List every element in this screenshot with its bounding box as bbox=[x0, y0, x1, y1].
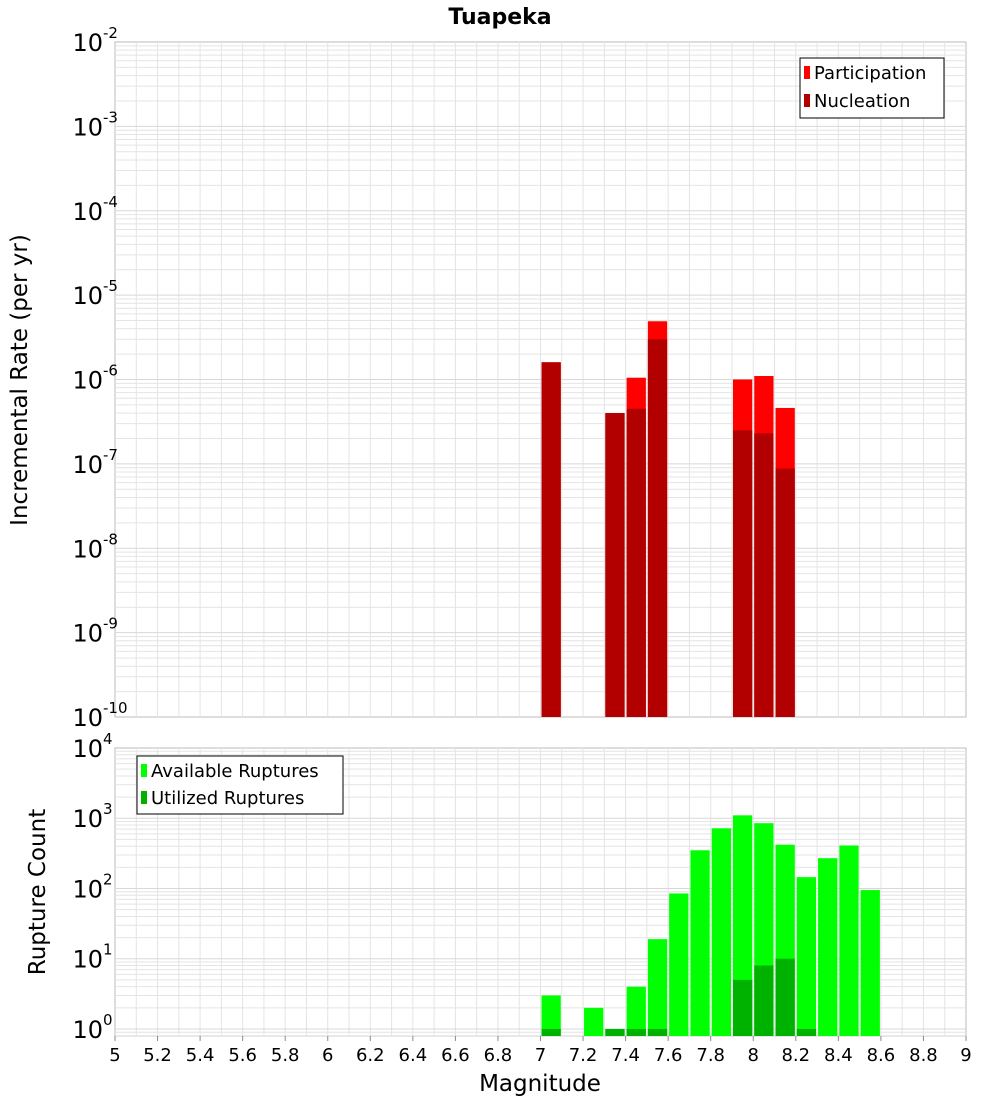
chart-title: Tuapeka bbox=[448, 5, 551, 30]
count-bar-available-ruptures bbox=[584, 1007, 604, 1036]
rate-bar-nucleation bbox=[732, 430, 753, 717]
x-tick-label: 6.6 bbox=[441, 1045, 470, 1066]
count-bar-utilized-ruptures bbox=[732, 979, 753, 1036]
x-tick-label: 6.2 bbox=[356, 1045, 385, 1066]
count-bar-available-ruptures bbox=[818, 858, 838, 1036]
count-bar-available-ruptures bbox=[690, 850, 710, 1036]
count-y-tick-label: 10 bbox=[72, 805, 103, 833]
legend-swatch-nucleation bbox=[804, 94, 810, 107]
rate-y-tick-exponent: -4 bbox=[103, 193, 118, 211]
count-y-tick-exponent: 1 bbox=[103, 941, 113, 959]
x-tick-label: 8.6 bbox=[867, 1045, 896, 1066]
count-bar-utilized-ruptures bbox=[647, 1028, 668, 1036]
legend-label-available: Available Ruptures bbox=[151, 761, 319, 782]
legend-swatch-available bbox=[141, 764, 147, 777]
count-bar-utilized-ruptures bbox=[626, 1028, 646, 1036]
count-bar-utilized-ruptures bbox=[541, 1028, 561, 1036]
count-y-tick-label: 10 bbox=[72, 875, 103, 903]
count-bar-available-ruptures bbox=[626, 986, 646, 1036]
rate-y-tick-exponent: -6 bbox=[103, 362, 118, 380]
count-bar-utilized-ruptures bbox=[775, 958, 795, 1036]
rate-y-tick-label: 10 bbox=[72, 535, 103, 563]
rate-y-tick-label: 10 bbox=[72, 704, 103, 732]
x-tick-label: 7.6 bbox=[654, 1045, 683, 1066]
x-tick-label: 7.8 bbox=[696, 1045, 725, 1066]
count-bar-available-ruptures bbox=[647, 939, 668, 1036]
count-y-tick-exponent: 2 bbox=[103, 870, 113, 888]
count-y-axis-label: Rupture Count bbox=[25, 809, 51, 975]
rate-bars bbox=[541, 321, 795, 717]
legend-label-nucleation: Nucleation bbox=[814, 91, 910, 112]
rate-bar-nucleation bbox=[647, 339, 668, 717]
x-tick-label: 6.4 bbox=[399, 1045, 428, 1066]
x-tick-label: 5 bbox=[109, 1045, 120, 1066]
count-y-tick-exponent: 4 bbox=[103, 730, 113, 748]
magnitude-x-ticks: 5 5.2 5.4 5.6 5.8 6 6.2 6.4 6.6 6.8 7 7.2 7.4 7.6 7.8 8… bbox=[109, 1036, 972, 1066]
legend-swatch-participation bbox=[804, 66, 810, 79]
count-bar-utilized-ruptures bbox=[754, 965, 774, 1036]
rate-y-tick-exponent: -2 bbox=[103, 24, 118, 42]
x-tick-label: 8.4 bbox=[824, 1045, 853, 1066]
count-legend: Available Ruptures Utilized Ruptures bbox=[136, 755, 344, 815]
rate-bar-nucleation bbox=[775, 468, 795, 717]
rate-bar-nucleation bbox=[605, 413, 625, 717]
rate-y-tick-exponent: -10 bbox=[103, 699, 128, 717]
rate-bar-nucleation bbox=[626, 408, 646, 717]
x-axis-label: Magnitude bbox=[479, 1071, 601, 1097]
x-tick-label: 7 bbox=[535, 1045, 546, 1066]
count-bar-utilized-ruptures bbox=[796, 1028, 817, 1036]
rate-y-tick-label: 10 bbox=[72, 451, 103, 479]
legend-label-participation: Participation bbox=[814, 63, 926, 84]
count-bar-available-ruptures bbox=[860, 890, 880, 1036]
count-bar-available-ruptures bbox=[796, 877, 817, 1036]
legend-label-utilized: Utilized Ruptures bbox=[151, 788, 304, 809]
rate-y-tick-label: 10 bbox=[72, 620, 103, 648]
count-y-tick-exponent: 3 bbox=[103, 800, 113, 818]
rate-y-tick-label: 10 bbox=[72, 29, 103, 57]
count-y-tick-label: 10 bbox=[72, 946, 103, 974]
count-bar-utilized-ruptures bbox=[605, 1028, 625, 1036]
rate-y-tick-label: 10 bbox=[72, 198, 103, 226]
x-tick-label: 9 bbox=[960, 1045, 971, 1066]
rate-y-tick-exponent: -3 bbox=[103, 108, 118, 126]
x-tick-label: 5.8 bbox=[271, 1045, 300, 1066]
rate-y-tick-exponent: -9 bbox=[103, 615, 118, 633]
x-tick-label: 5.2 bbox=[143, 1045, 172, 1066]
rate-y-tick-label: 10 bbox=[72, 282, 103, 310]
rate-legend: Participation Nucleation bbox=[799, 57, 945, 119]
rate-y-tick-label: 10 bbox=[72, 113, 103, 141]
count-y-tick-exponent: 0 bbox=[103, 1011, 113, 1029]
count-bar-available-ruptures bbox=[839, 845, 859, 1036]
count-bar-available-ruptures bbox=[711, 828, 731, 1036]
x-tick-label: 6 bbox=[322, 1045, 333, 1066]
rate-y-tick-label: 10 bbox=[72, 367, 103, 395]
x-tick-label: 7.2 bbox=[569, 1045, 598, 1066]
x-tick-label: 8.8 bbox=[909, 1045, 938, 1066]
x-tick-label: 8.2 bbox=[781, 1045, 810, 1066]
rate-bar-nucleation bbox=[541, 362, 561, 717]
x-tick-label: 7.4 bbox=[611, 1045, 640, 1066]
rate-grid bbox=[115, 42, 966, 717]
rate-y-axis-label: Incremental Rate (per yr) bbox=[7, 234, 33, 526]
rate-bar-nucleation bbox=[754, 433, 774, 717]
x-tick-label: 5.6 bbox=[228, 1045, 257, 1066]
legend-swatch-utilized bbox=[141, 791, 147, 804]
rate-y-tick-exponent: -5 bbox=[103, 277, 118, 295]
count-y-tick-label: 10 bbox=[72, 735, 103, 763]
count-y-tick-label: 10 bbox=[72, 1016, 103, 1044]
x-tick-label: 5.4 bbox=[186, 1045, 215, 1066]
count-bar-available-ruptures bbox=[669, 893, 689, 1036]
x-tick-label: 8 bbox=[748, 1045, 759, 1066]
rate-y-tick-exponent: -8 bbox=[103, 530, 118, 548]
rate-y-tick-exponent: -7 bbox=[103, 446, 118, 464]
count-bars bbox=[541, 815, 880, 1036]
count-bar-available-ruptures bbox=[541, 995, 561, 1036]
x-tick-label: 6.8 bbox=[484, 1045, 513, 1066]
